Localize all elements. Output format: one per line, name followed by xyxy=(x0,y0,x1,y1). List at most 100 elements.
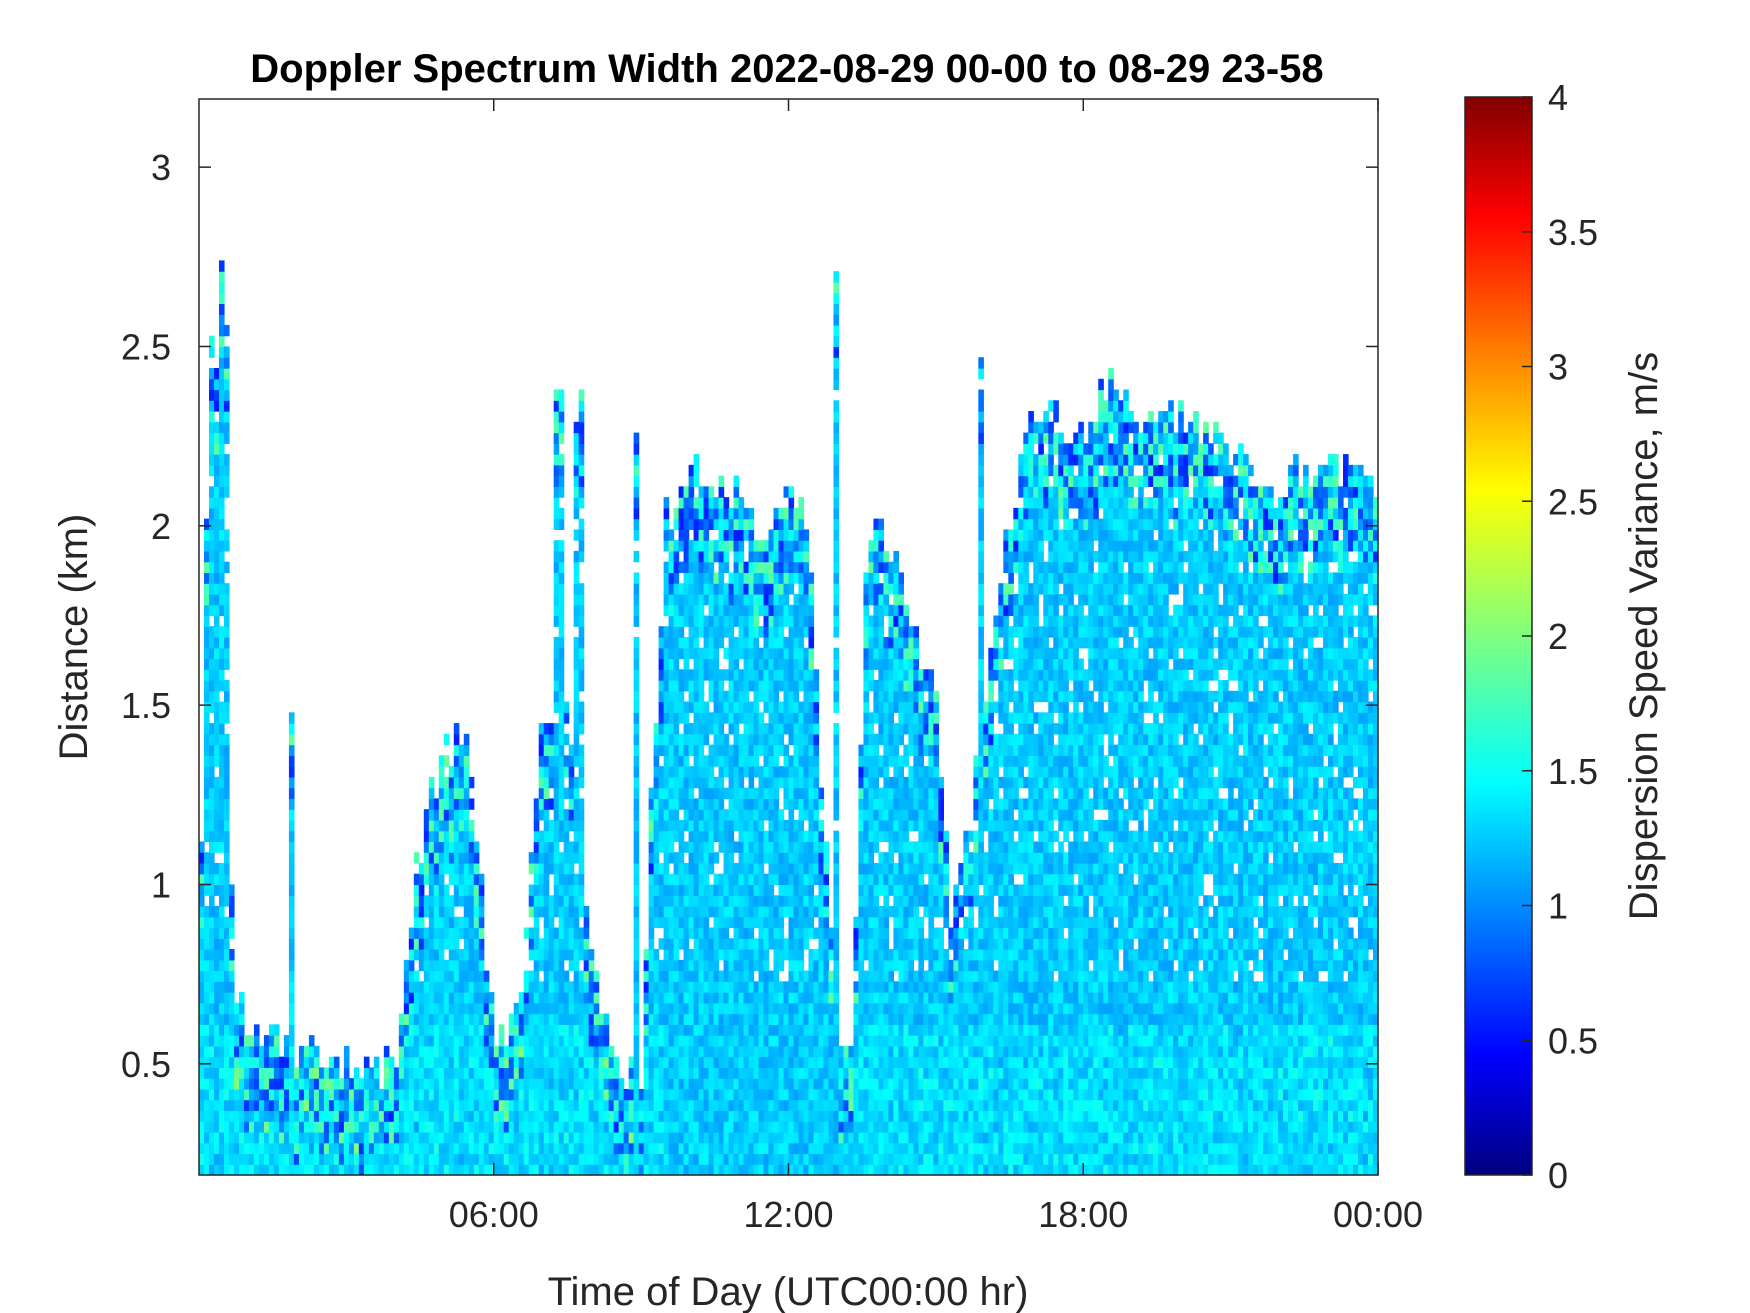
heatmap-cell xyxy=(373,1131,380,1144)
heatmap-cell xyxy=(778,1153,785,1165)
heatmap-cell xyxy=(408,1056,415,1068)
heatmap-cell xyxy=(583,938,590,950)
heatmap-cell xyxy=(243,1121,250,1133)
heatmap-cell xyxy=(723,497,730,509)
heatmap-cell xyxy=(593,1045,600,1058)
heatmap-cell xyxy=(673,593,680,606)
heatmap-cell xyxy=(204,981,210,993)
heatmap-cell xyxy=(463,1078,470,1090)
heatmap-cell xyxy=(703,1110,710,1122)
heatmap-cell xyxy=(808,1164,815,1176)
heatmap-cell xyxy=(303,1056,310,1068)
heatmap-cell xyxy=(568,895,575,907)
heatmap-cell xyxy=(883,1056,890,1068)
heatmap-cell xyxy=(778,819,785,832)
heatmap-cell xyxy=(868,712,875,724)
heatmap-cell xyxy=(208,862,215,875)
heatmap-cell xyxy=(483,1045,490,1058)
heatmap-cell xyxy=(543,884,550,896)
heatmap-cell xyxy=(383,1121,390,1133)
heatmap-cell xyxy=(218,368,225,380)
heatmap-cell xyxy=(903,744,909,756)
heatmap-cell xyxy=(253,1164,260,1176)
heatmap-cell xyxy=(688,776,695,789)
heatmap-cell xyxy=(648,1013,655,1025)
heatmap-cell xyxy=(478,938,485,950)
heatmap-cell xyxy=(848,1078,855,1090)
heatmap-cell xyxy=(868,669,875,681)
heatmap-cell xyxy=(798,1045,805,1058)
heatmap-cell xyxy=(888,1013,895,1025)
heatmap-cell xyxy=(513,1142,520,1155)
heatmap-cell xyxy=(663,1045,670,1058)
heatmap-cell xyxy=(548,1035,555,1047)
heatmap-cell xyxy=(633,1088,640,1101)
heatmap-cell xyxy=(688,1164,695,1176)
heatmap-cell xyxy=(813,1131,820,1144)
heatmap-cell xyxy=(458,852,465,864)
heatmap-cell xyxy=(668,992,675,1004)
heatmap-cell xyxy=(843,1164,850,1176)
heatmap-cell xyxy=(818,1088,825,1101)
heatmap-cell xyxy=(343,1099,350,1112)
heatmap-cell xyxy=(538,755,545,767)
heatmap-cell xyxy=(223,959,230,972)
heatmap-cell xyxy=(793,1110,800,1122)
heatmap-cell xyxy=(788,819,795,832)
heatmap-cell xyxy=(743,1142,750,1155)
heatmap-cell xyxy=(808,690,815,703)
heatmap-cell xyxy=(438,1045,445,1058)
heatmap-cell xyxy=(583,1142,590,1155)
heatmap-cell xyxy=(793,787,800,799)
heatmap-cell xyxy=(833,357,840,369)
heatmap-cell xyxy=(718,475,725,487)
heatmap-cell xyxy=(833,949,840,961)
heatmap-cell xyxy=(213,916,220,929)
heatmap-cell xyxy=(818,970,825,982)
heatmap-cell xyxy=(783,981,790,993)
heatmap-cell xyxy=(528,992,535,1004)
heatmap-cell xyxy=(778,1013,785,1025)
heatmap-cell xyxy=(898,895,905,907)
heatmap-cell xyxy=(298,1142,305,1155)
heatmap-cell xyxy=(228,1153,235,1165)
heatmap-cell xyxy=(763,604,770,617)
heatmap-cell xyxy=(718,970,725,982)
heatmap-cell xyxy=(763,744,770,756)
heatmap-cell xyxy=(538,981,545,993)
heatmap-cell xyxy=(213,841,220,853)
heatmap-cell xyxy=(533,884,540,896)
heatmap-cell xyxy=(798,830,805,843)
heatmap-cell xyxy=(723,970,730,982)
heatmap-cell xyxy=(413,852,420,864)
heatmap-cell xyxy=(753,916,760,929)
heatmap-cell xyxy=(763,895,770,907)
heatmap-cell xyxy=(508,1142,515,1155)
heatmap-cell xyxy=(288,895,295,907)
heatmap-cell xyxy=(693,895,700,907)
heatmap-cell xyxy=(333,1099,340,1112)
heatmap-cell xyxy=(378,1164,385,1176)
heatmap-cell xyxy=(303,1067,310,1079)
heatmap-cell xyxy=(528,1024,535,1036)
heatmap-cell xyxy=(778,809,785,821)
heatmap-cell xyxy=(213,981,220,993)
heatmap-cell xyxy=(523,1045,530,1058)
heatmap-cell xyxy=(438,1088,445,1101)
heatmap-cell xyxy=(833,368,840,380)
heatmap-cell xyxy=(398,1088,405,1101)
heatmap-cell xyxy=(873,1121,880,1133)
heatmap-cell xyxy=(648,981,655,993)
heatmap-cell xyxy=(453,1056,460,1068)
heatmap-cell xyxy=(233,1088,240,1101)
heatmap-cell xyxy=(243,1088,250,1101)
heatmap-cell xyxy=(823,1131,830,1144)
heatmap-cell xyxy=(903,1164,909,1176)
heatmap-cell xyxy=(313,1142,320,1155)
heatmap-cell xyxy=(873,712,880,724)
heatmap-cell xyxy=(223,927,230,939)
heatmap-cell xyxy=(883,1002,890,1015)
heatmap-cell xyxy=(873,593,880,606)
heatmap-cell xyxy=(863,809,870,821)
heatmap-cell xyxy=(653,959,660,972)
